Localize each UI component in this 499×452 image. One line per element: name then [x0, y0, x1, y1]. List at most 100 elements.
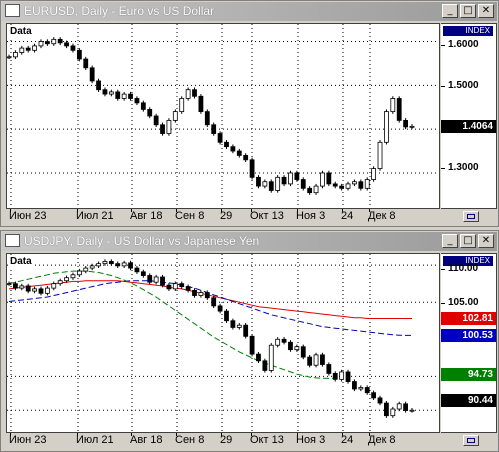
close-button[interactable]: ✕	[478, 4, 494, 18]
candle-body	[218, 134, 222, 143]
x-label: Окт 13	[250, 434, 284, 446]
usdjpy-y-label: 110.00	[448, 263, 478, 274]
candle-body	[167, 285, 171, 289]
candle-body	[282, 177, 286, 184]
candle-body	[90, 68, 94, 81]
candle-body	[97, 264, 101, 266]
candle-body	[77, 271, 81, 275]
eurusd-time-axis: Июн 23 Июл 21 Авг 18 Сен 8 29 Окт 13 Ноя…	[6, 209, 440, 224]
candle-body	[199, 293, 203, 296]
candle-body	[308, 357, 312, 365]
candle-body	[116, 92, 120, 99]
candle-body	[26, 48, 30, 50]
candle-body	[263, 182, 267, 186]
candle-body	[237, 151, 241, 155]
candle-body	[288, 173, 292, 184]
candle-body	[161, 277, 165, 285]
close-button[interactable]: ✕	[478, 234, 494, 248]
candle-body	[269, 345, 273, 370]
candle-body	[397, 98, 401, 120]
candle-body	[103, 90, 107, 94]
candle-body	[320, 355, 324, 365]
candle-body	[256, 354, 260, 361]
candle-body	[327, 173, 331, 184]
x-label: Дек 8	[368, 434, 396, 446]
candle-body	[301, 180, 305, 189]
usdjpy-chart-window-icon[interactable]	[463, 435, 479, 446]
candle-body	[237, 325, 241, 327]
candle-body	[263, 361, 267, 371]
eurusd-price-scale[interactable]: INDEX 1.6000 1.5000 1.3000 1.4064	[441, 23, 497, 209]
candle-body	[365, 180, 369, 189]
usdjpy-chart-window[interactable]: USDJPY, Daily - US Dollar vs Japanese Ye…	[0, 230, 499, 452]
candle-body	[71, 46, 75, 50]
candle-body	[141, 272, 145, 276]
candle-body	[154, 116, 158, 125]
candle-body	[141, 103, 145, 110]
candle-body	[352, 382, 356, 389]
moving-average-line	[9, 281, 412, 319]
candle-body	[359, 388, 363, 389]
candle-body	[276, 339, 280, 345]
usdjpy-plot-area[interactable]: Data	[6, 253, 440, 433]
maximize-button[interactable]: □	[460, 4, 476, 18]
candle-body	[224, 142, 228, 146]
eurusd-current-price: 1.4064	[441, 120, 496, 133]
usdjpy-price-scale[interactable]: INDEX 110.00 105.00 102.81 100.53 94.73 …	[441, 253, 497, 433]
candle-body	[276, 177, 280, 190]
eurusd-title-bar[interactable]: EURUSD, Daily - Euro vs US Dollar _ □ ✕	[2, 2, 497, 21]
candle-body	[45, 288, 49, 293]
candle-body	[129, 94, 133, 98]
candle-body	[180, 98, 184, 111]
candle-body	[154, 277, 158, 282]
candle-body	[193, 290, 197, 295]
usdjpy-title-bar[interactable]: USDJPY, Daily - US Dollar vs Japanese Ye…	[2, 232, 497, 251]
maximize-button[interactable]: □	[460, 234, 476, 248]
candle-body	[404, 120, 408, 127]
candle-body	[212, 298, 216, 306]
minimize-button[interactable]: _	[442, 234, 458, 248]
candle-body	[84, 268, 88, 271]
x-label: Авг 18	[130, 210, 162, 222]
candle-body	[193, 90, 197, 97]
candle-body	[410, 126, 414, 127]
candle-body	[180, 284, 184, 287]
candle-body	[109, 261, 113, 263]
usdjpy-current-price: 90.44	[441, 394, 496, 407]
candle-body	[103, 261, 107, 263]
candle-body	[65, 43, 69, 46]
candle-body	[148, 276, 152, 283]
eurusd-y-label: 1.6000	[448, 39, 479, 50]
candle-body	[167, 120, 171, 133]
eurusd-index-badge: INDEX	[443, 26, 493, 36]
candle-body	[129, 263, 133, 268]
candle-body	[116, 264, 120, 266]
candle-body	[33, 289, 37, 291]
x-label: 29	[220, 210, 232, 222]
candle-body	[186, 287, 190, 291]
usdjpy-price-chart	[7, 254, 439, 432]
x-label: Июл 21	[76, 210, 114, 222]
minimize-button[interactable]: _	[442, 4, 458, 18]
usdjpy-price-tag-red: 102.81	[441, 312, 496, 325]
candle-body	[372, 393, 376, 398]
candle-body	[173, 112, 177, 121]
candle-body	[20, 48, 24, 52]
candle-body	[212, 125, 216, 134]
candle-body	[65, 278, 69, 281]
candle-body	[301, 347, 305, 357]
eurusd-chart-window-icon[interactable]	[463, 211, 479, 222]
x-label: Ноя 3	[296, 434, 325, 446]
candle-body	[52, 284, 56, 288]
eurusd-chart-window[interactable]: EURUSD, Daily - Euro vs US Dollar _ □ ✕ Da…	[0, 0, 499, 227]
candle-body	[378, 398, 382, 403]
usdjpy-title: USDJPY, Daily - US Dollar vs Japanese Ye…	[24, 232, 259, 251]
chart-app-icon	[5, 234, 20, 247]
candle-body	[256, 177, 260, 186]
candle-body	[384, 112, 388, 143]
eurusd-plot-area[interactable]: Data	[6, 23, 440, 209]
candle-body	[205, 293, 209, 298]
eurusd-price-chart	[7, 24, 439, 208]
candle-body	[84, 59, 88, 68]
x-label: Ноя 3	[296, 210, 325, 222]
